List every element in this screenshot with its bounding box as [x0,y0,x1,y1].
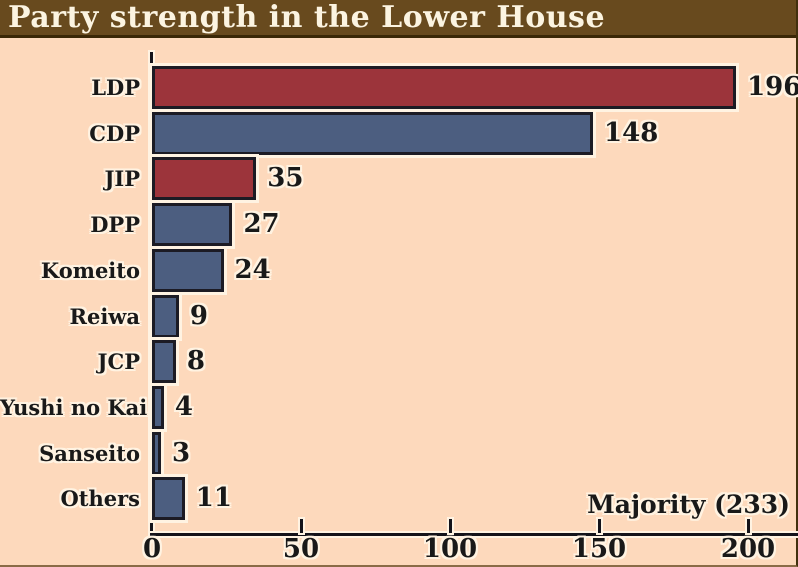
bar-cdp [152,111,594,155]
x-tick-label-100: 100 [422,534,478,564]
value-label-jcp: 8 [186,346,205,377]
value-label-cdp: 148 [604,117,659,148]
bar-row-komeito: Komeito 24 [0,248,271,292]
bar-dpp [152,203,233,247]
value-label-dpp: 27 [243,209,280,240]
party-label-jcp: JCP [97,349,140,375]
bar-yushi-no-kai [152,385,164,429]
party-label-yushi-no-kai: Yushi no Kai [0,394,148,420]
bar-row-dpp: DPP 27 [0,203,280,247]
plot-area: LDP 196 CDP 148 JIP 35 DPP 27 Komeito 24 Reiwa 9 JCP… [0,38,798,567]
party-label-reiwa: Reiwa [69,303,140,329]
party-label-sanseito: Sanseito [39,440,140,466]
value-label-ldp: 196 [747,72,798,102]
value-label-sanseito: 3 [171,437,191,468]
x-tick-label-150: 150 [571,534,627,564]
bar-komeito [152,248,224,292]
bar-row-others: Others 11 [0,477,232,521]
x-axis-line [150,533,798,536]
party-label-others: Others [60,486,140,512]
x-tick-150 [597,519,601,533]
x-tick-50 [299,519,303,533]
bar-row-reiwa: Reiwa 9 [0,294,208,338]
chart-title: Party strength in the Lower House [8,0,606,35]
bar-others [152,477,185,521]
x-tick-200 [746,519,750,533]
bar-row-yushi-no-kai: Yushi no Kai 4 [0,385,193,429]
bar-sanseito [152,431,161,475]
bar-ldp [152,66,737,109]
bar-row-jip: JIP 35 [0,157,304,201]
party-label-cdp: CDP [89,120,140,146]
x-tick-label-50: 50 [282,534,320,564]
bar-row-sanseito: Sanseito 3 [0,431,191,475]
party-label-ldp: LDP [91,75,140,100]
value-label-others: 11 [195,483,232,514]
bar-row-ldp: LDP 196 [0,66,798,109]
x-tick-100 [448,519,452,533]
value-label-jip: 35 [267,163,304,194]
value-label-yushi-no-kai: 4 [174,391,193,422]
bar-jip [152,157,257,201]
majority-annotation: Majority (233) [587,490,790,519]
value-label-komeito: 24 [234,254,271,285]
party-label-jip: JIP [104,166,140,192]
title-bar: Party strength in the Lower House [0,0,796,38]
x-tick-label-200: 200 [720,534,776,564]
x-tick-label-0: 0 [142,534,162,564]
bar-jcp [152,340,176,384]
bar-row-cdp: CDP 148 [0,111,659,155]
party-label-dpp: DPP [90,212,140,238]
value-label-reiwa: 9 [189,300,208,331]
bar-reiwa [152,294,179,338]
party-label-komeito: Komeito [40,257,140,283]
bar-row-jcp: JCP 8 [0,340,205,384]
y-axis-line [150,52,153,533]
